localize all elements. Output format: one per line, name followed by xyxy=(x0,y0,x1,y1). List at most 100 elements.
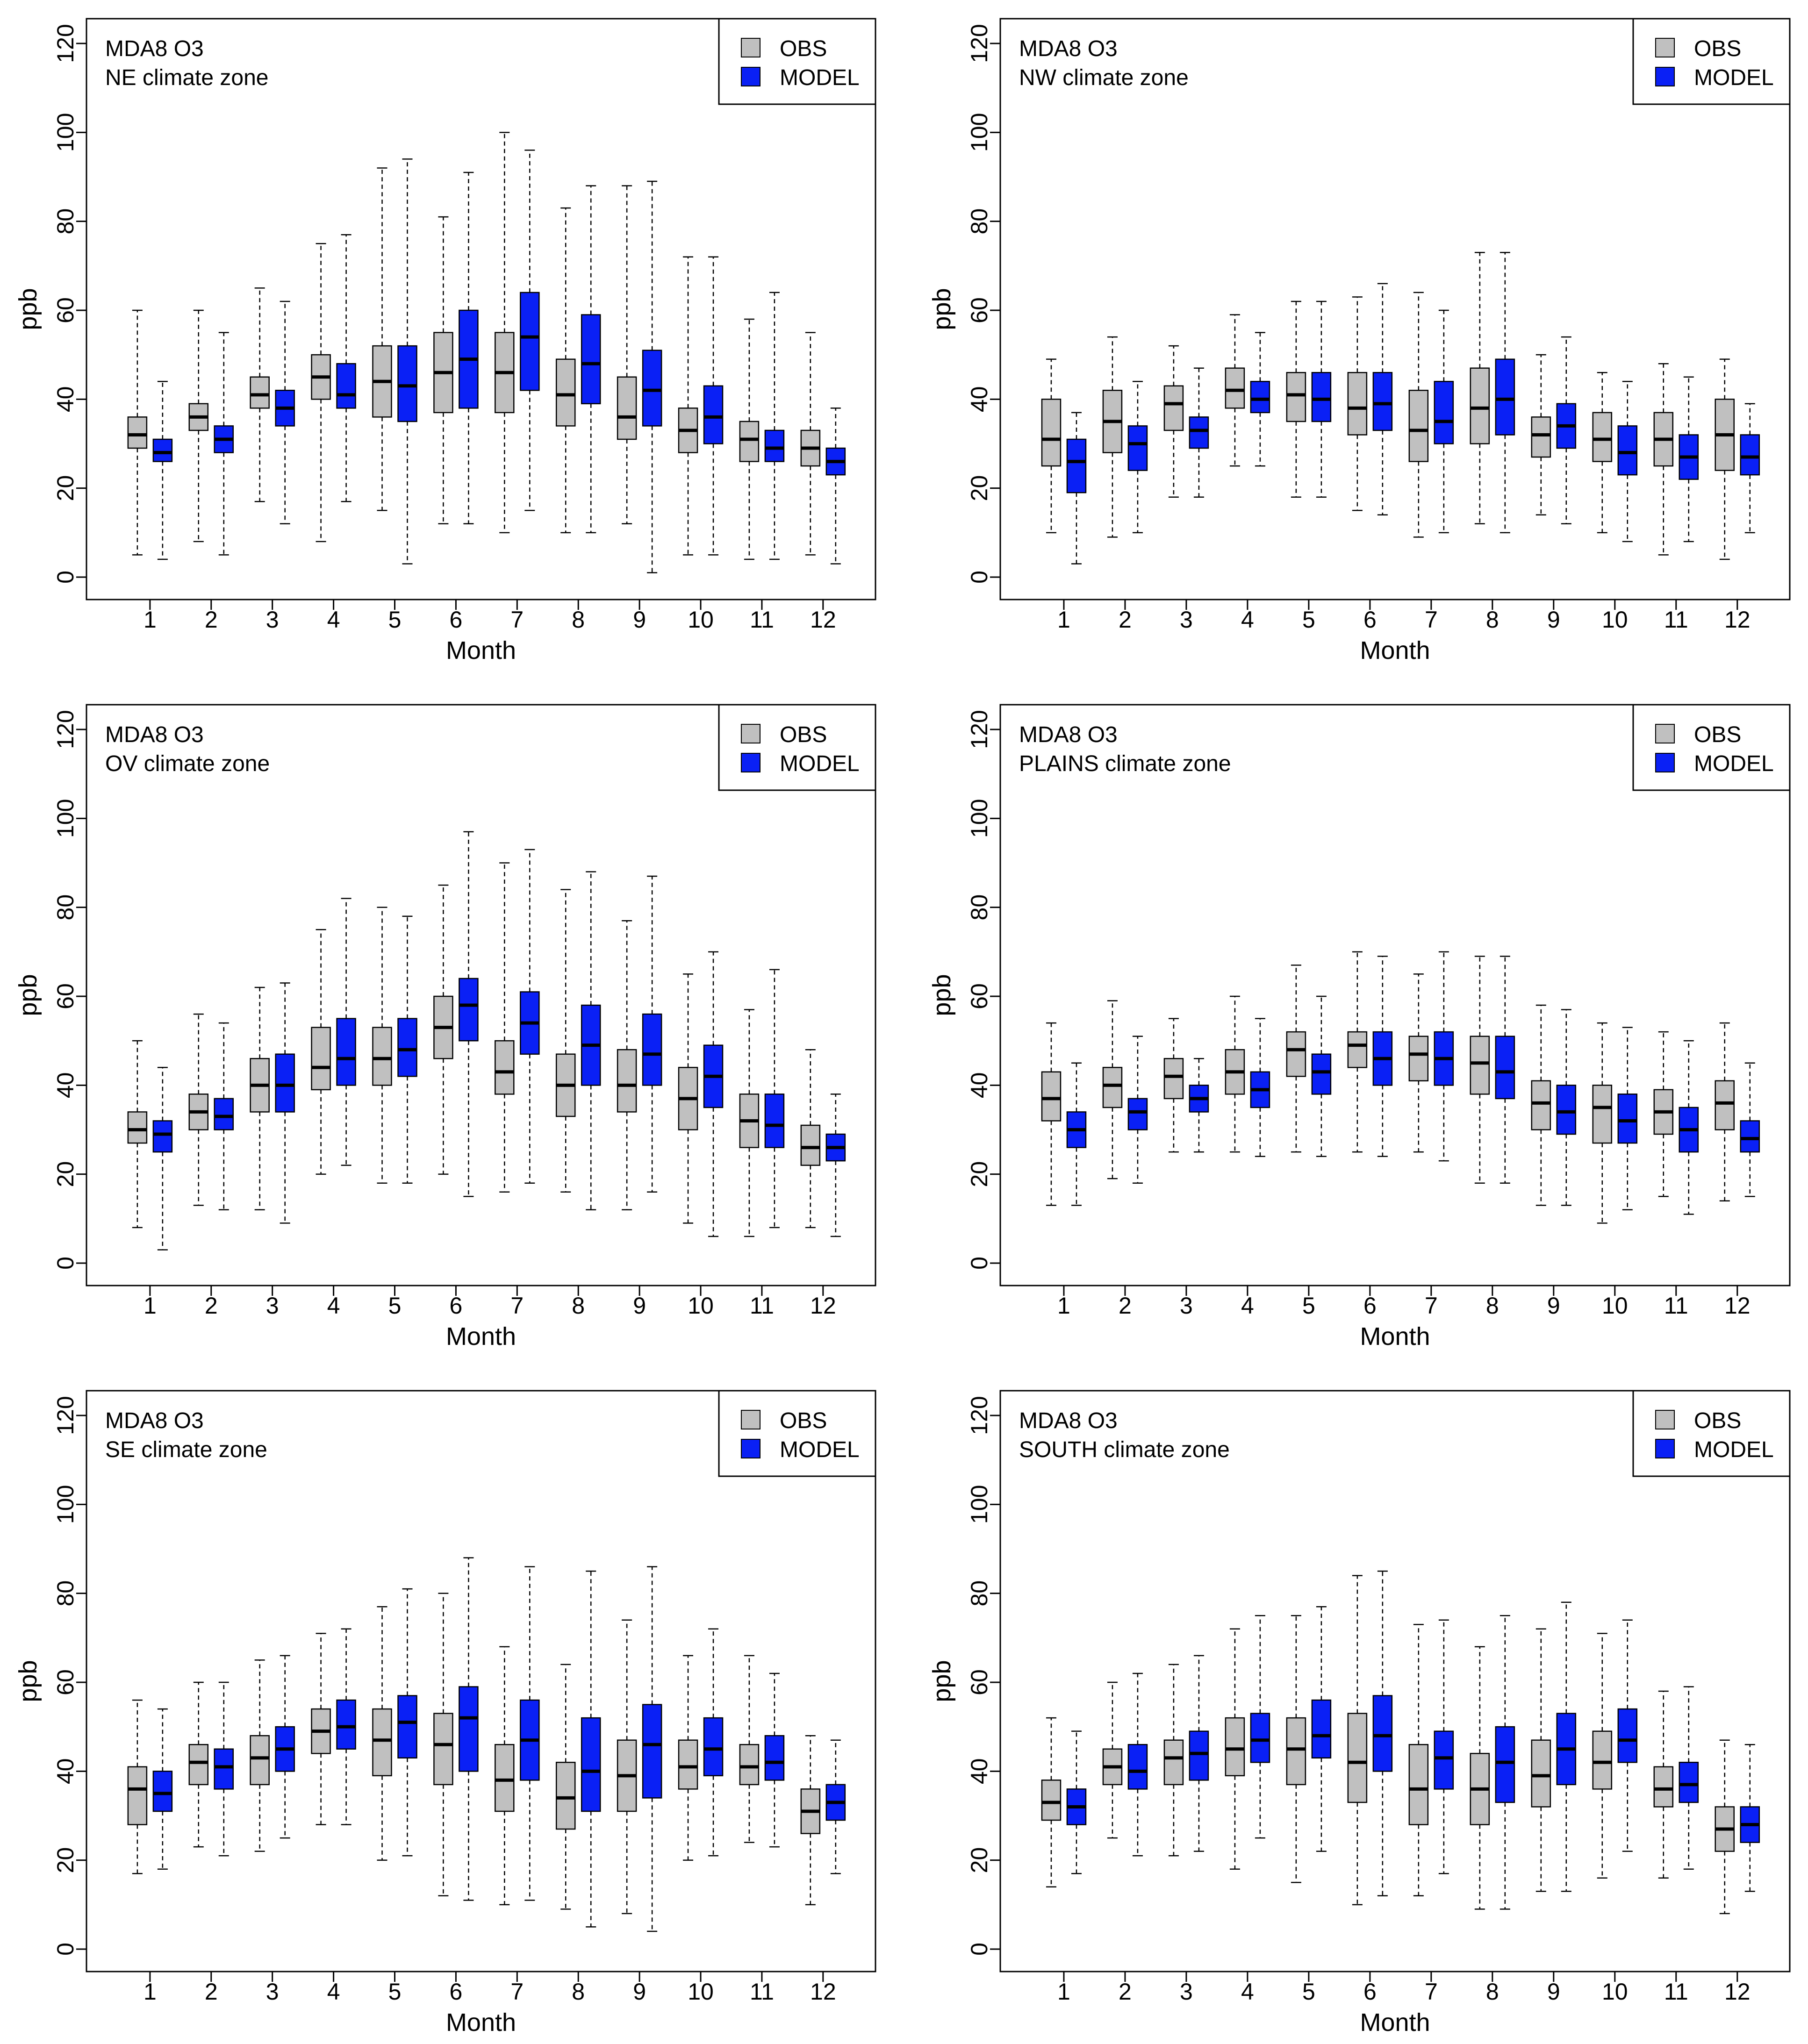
x-tick-label: 7 xyxy=(1425,607,1438,633)
iqr-box xyxy=(1066,438,1087,493)
model-box xyxy=(1372,1570,1393,1897)
x-tick-label: 9 xyxy=(633,607,646,633)
iqr-box xyxy=(1311,1053,1332,1095)
x-tick-label: 5 xyxy=(1302,1293,1315,1319)
iqr-box xyxy=(1041,1780,1062,1821)
model-box xyxy=(1372,956,1393,1157)
obs-box xyxy=(800,332,821,556)
x-tick-label: 1 xyxy=(1057,607,1070,633)
iqr-box xyxy=(555,1762,576,1830)
obs-box xyxy=(188,1681,209,1848)
model-box xyxy=(1066,1062,1087,1206)
iqr-box xyxy=(617,376,637,440)
chart-subtitle: SOUTH climate zone xyxy=(1019,1437,1230,1462)
x-axis-label: Month xyxy=(446,636,516,665)
iqr-box xyxy=(188,1744,209,1786)
x-tick-label: 3 xyxy=(1180,1293,1193,1319)
obs-box xyxy=(617,920,637,1211)
y-tick-label: 60 xyxy=(52,297,79,323)
obs-box xyxy=(1653,363,1674,556)
y-tick-label: 120 xyxy=(52,24,79,63)
model-box xyxy=(214,332,234,556)
model-box xyxy=(703,256,724,556)
obs-box xyxy=(1592,1633,1613,1879)
x-tick-label: 6 xyxy=(449,1293,462,1319)
x-tick-label: 10 xyxy=(1602,607,1628,633)
model-box xyxy=(1311,300,1332,498)
model-box xyxy=(1066,412,1087,565)
obs-box xyxy=(1715,1739,1735,1915)
iqr-box xyxy=(1347,1031,1368,1068)
model-box xyxy=(1617,1027,1638,1211)
y-tick-label: 20 xyxy=(52,1161,79,1187)
model-box xyxy=(764,292,785,560)
x-tick-label: 2 xyxy=(205,607,218,633)
legend-box xyxy=(718,18,876,105)
obs-box xyxy=(678,256,698,556)
x-tick-label: 2 xyxy=(1119,607,1132,633)
model-box xyxy=(1250,1615,1270,1839)
obs-box xyxy=(433,884,453,1175)
x-tick-label: 11 xyxy=(1664,1293,1688,1319)
model-box xyxy=(1250,1018,1270,1157)
x-tick-label: 3 xyxy=(266,1293,279,1319)
chart-subtitle: SE climate zone xyxy=(105,1437,267,1462)
y-tick-label: 60 xyxy=(966,1669,992,1695)
obs-box xyxy=(433,1593,453,1897)
y-tick-label: 40 xyxy=(52,1072,79,1099)
obs-box xyxy=(250,1659,270,1852)
x-tick-label: 12 xyxy=(810,1293,836,1319)
x-tick-label: 3 xyxy=(1180,607,1193,633)
iqr-box xyxy=(739,421,760,462)
model-box xyxy=(214,1681,234,1857)
model-box xyxy=(764,1672,785,1848)
obs-box xyxy=(1347,951,1368,1153)
iqr-box xyxy=(459,978,479,1042)
x-tick-label: 8 xyxy=(1486,607,1499,633)
iqr-box xyxy=(1311,372,1332,422)
y-tick-label: 120 xyxy=(966,24,992,63)
x-axis-label: Month xyxy=(1360,636,1430,665)
model-box xyxy=(825,1739,846,1874)
iqr-box xyxy=(152,1120,173,1153)
model-box xyxy=(1250,332,1270,467)
obs-box xyxy=(1225,314,1245,467)
model-box xyxy=(520,1566,540,1901)
obs-box xyxy=(127,1699,148,1874)
plot-frame xyxy=(999,18,1791,600)
obs-box xyxy=(372,1606,392,1861)
legend-swatch-model xyxy=(741,1439,761,1458)
x-tick-label: 12 xyxy=(1724,607,1751,633)
iqr-box xyxy=(1592,412,1613,462)
x-tick-label: 11 xyxy=(750,1979,774,2005)
x-tick-label: 5 xyxy=(388,1293,402,1319)
obs-box xyxy=(739,1009,760,1237)
y-axis-label: ppb xyxy=(14,288,42,330)
iqr-box xyxy=(152,438,173,462)
legend: OBS MODEL xyxy=(1632,704,1791,791)
obs-box xyxy=(433,216,453,525)
iqr-box xyxy=(617,1049,637,1113)
obs-box xyxy=(1653,1690,1674,1879)
x-tick-label: 2 xyxy=(1119,1293,1132,1319)
model-box xyxy=(703,1628,724,1857)
model-box xyxy=(1556,1009,1577,1206)
iqr-box xyxy=(703,1717,724,1777)
model-box xyxy=(1434,1619,1454,1874)
x-tick-label: 2 xyxy=(205,1979,218,2005)
iqr-box xyxy=(495,1040,515,1095)
x-tick-label: 1 xyxy=(143,1979,157,2005)
iqr-box xyxy=(642,1013,662,1086)
x-tick-label: 6 xyxy=(449,1979,462,2005)
model-box xyxy=(1740,403,1760,534)
chart-title: MDA8 O3 xyxy=(105,36,204,61)
iqr-box xyxy=(1531,1739,1551,1808)
iqr-box xyxy=(1531,416,1551,458)
iqr-box xyxy=(1041,1071,1062,1122)
obs-box xyxy=(127,1040,148,1229)
iqr-box xyxy=(397,1695,417,1759)
iqr-box xyxy=(1592,1730,1613,1790)
